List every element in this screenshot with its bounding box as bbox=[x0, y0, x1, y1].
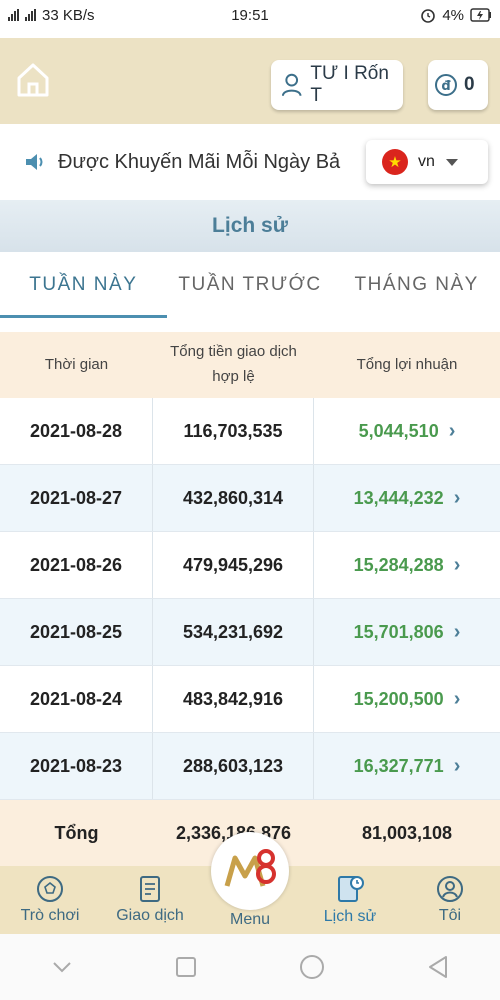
row-profit-value: 13,444,232 bbox=[353, 487, 444, 508]
row-profit: 15,701,806 › bbox=[314, 599, 500, 665]
total-label: Tổng bbox=[54, 822, 99, 843]
net-speed: 33 KB/s bbox=[42, 6, 95, 24]
system-navigation-bar bbox=[0, 934, 500, 1000]
row-date: 2021-08-24 bbox=[0, 666, 153, 732]
chevron-right-icon[interactable]: › bbox=[448, 419, 456, 442]
speaker-icon bbox=[26, 154, 43, 170]
row-volume: 116,703,535 bbox=[153, 398, 314, 464]
nav-profile-label: Tôi bbox=[438, 907, 462, 924]
balance-button[interactable]: đ 0 bbox=[428, 60, 488, 110]
home-button[interactable] bbox=[16, 62, 50, 98]
triangle-back-icon[interactable] bbox=[427, 955, 449, 979]
app-header: TƯ I Rốn T đ 0 bbox=[0, 38, 500, 124]
tab-this-week[interactable]: TUẦN NÀY bbox=[0, 252, 167, 318]
table-row[interactable]: 2021-08-26 479,945,296 15,284,288 › bbox=[0, 532, 500, 599]
user-icon bbox=[281, 73, 302, 97]
row-profit-value: 5,044,510 bbox=[358, 420, 439, 441]
user-account-button[interactable]: TƯ I Rốn T bbox=[271, 60, 403, 110]
row-volume: 432,860,314 bbox=[153, 465, 314, 531]
chevron-right-icon[interactable]: › bbox=[453, 553, 461, 576]
chevron-down-icon[interactable] bbox=[51, 960, 73, 974]
caret-down-icon bbox=[446, 159, 458, 166]
nav-games-label: Trò chơi bbox=[20, 907, 80, 924]
row-profit-value: 16,327,771 bbox=[353, 755, 444, 776]
announcement-text: Được Khuyến Mãi Mỗi Ngày Bả bbox=[58, 150, 341, 173]
history-table: Thời gian Tổng tiền giao dịch hợp lệ Tổn… bbox=[0, 332, 500, 866]
row-date: 2021-08-23 bbox=[0, 733, 153, 799]
header-profit: Tổng lợi nhuận bbox=[356, 355, 458, 373]
row-date: 2021-08-28 bbox=[0, 398, 153, 464]
vietnam-flag-icon: ★ bbox=[382, 149, 408, 175]
coin-icon: đ bbox=[435, 74, 457, 96]
table-row[interactable]: 2021-08-23 288,603,123 16,327,771 › bbox=[0, 733, 500, 800]
language-select[interactable]: ★ vn bbox=[366, 140, 488, 184]
square-recents-icon[interactable] bbox=[175, 956, 197, 978]
svg-text:đ: đ bbox=[441, 79, 451, 94]
tab-last-week[interactable]: TUẦN TRƯỚC bbox=[178, 274, 322, 295]
row-volume: 288,603,123 bbox=[153, 733, 314, 799]
home-icon bbox=[17, 63, 49, 97]
chevron-right-icon[interactable]: › bbox=[453, 620, 461, 643]
chevron-right-icon[interactable]: › bbox=[453, 754, 461, 777]
language-code: vn bbox=[418, 153, 435, 170]
row-profit-value: 15,701,806 bbox=[353, 621, 444, 642]
receipt-icon bbox=[140, 876, 160, 902]
row-profit: 15,284,288 › bbox=[314, 532, 500, 598]
nav-history-label: Lịch sử bbox=[323, 908, 377, 925]
status-left: 33 KB/s bbox=[8, 7, 95, 24]
chevron-right-icon[interactable]: › bbox=[453, 486, 461, 509]
row-volume: 479,945,296 bbox=[153, 532, 314, 598]
circle-home-icon[interactable] bbox=[299, 954, 325, 980]
header-volume-line2: hợp lệ bbox=[212, 368, 255, 385]
signal-icon-2 bbox=[25, 9, 36, 21]
username: TƯ I Rốn T bbox=[310, 63, 389, 106]
nav-profile[interactable]: Tôi bbox=[400, 866, 500, 934]
m8-logo bbox=[211, 832, 289, 910]
table-row[interactable]: 2021-08-27 432,860,314 13,444,232 › bbox=[0, 465, 500, 532]
status-bar: 33 KB/s 19:51 4% bbox=[0, 0, 500, 30]
header-volume-line1: Tổng tiền giao dịch bbox=[170, 343, 297, 361]
user-icon bbox=[437, 876, 463, 902]
row-date: 2021-08-25 bbox=[0, 599, 153, 665]
row-profit: 13,444,232 › bbox=[314, 465, 500, 531]
table-row[interactable]: 2021-08-28 116,703,535 5,044,510 › bbox=[0, 398, 500, 465]
nav-games[interactable]: Trò chơi bbox=[0, 866, 100, 934]
row-date: 2021-08-26 bbox=[0, 532, 153, 598]
signal-icon bbox=[8, 9, 19, 21]
alarm-icon bbox=[421, 9, 436, 23]
history-book-icon bbox=[338, 876, 364, 902]
period-tabs: TUẦN NÀY TUẦN TRƯỚC THÁNG NÀY bbox=[0, 252, 500, 318]
battery-percent: 4% bbox=[442, 6, 464, 24]
row-volume: 534,231,692 bbox=[153, 599, 314, 665]
row-profit-value: 15,200,500 bbox=[353, 688, 444, 709]
header-time: Thời gian bbox=[44, 355, 109, 373]
row-profit-value: 15,284,288 bbox=[353, 554, 444, 575]
row-profit: 5,044,510 › bbox=[314, 398, 500, 464]
page-title: Lịch sử bbox=[0, 200, 500, 252]
nav-menu-label: Menu bbox=[229, 911, 271, 928]
total-profit: 81,003,108 bbox=[361, 822, 453, 843]
nav-menu[interactable]: Menu bbox=[200, 832, 300, 934]
row-volume: 483,842,916 bbox=[153, 666, 314, 732]
tab-this-month[interactable]: THÁNG NÀY bbox=[354, 274, 479, 295]
row-profit: 16,327,771 › bbox=[314, 733, 500, 799]
battery-icon bbox=[470, 8, 491, 22]
nav-transactions[interactable]: Giao dịch bbox=[100, 866, 200, 934]
chevron-right-icon[interactable]: › bbox=[453, 687, 461, 710]
nav-transactions-label: Giao dịch bbox=[116, 907, 184, 924]
table-header: Thời gian Tổng tiền giao dịch hợp lệ Tổn… bbox=[0, 332, 500, 398]
soccer-ball-icon bbox=[37, 876, 63, 902]
table-row[interactable]: 2021-08-24 483,842,916 15,200,500 › bbox=[0, 666, 500, 733]
bottom-navigation: Trò chơi Giao dịch Menu Lịch sử Tôi bbox=[0, 832, 500, 934]
nav-history[interactable]: Lịch sử bbox=[300, 866, 400, 934]
m8-logo-graphic bbox=[224, 849, 276, 887]
row-profit: 15,200,500 › bbox=[314, 666, 500, 732]
status-right: 4% bbox=[420, 7, 492, 24]
header-volume: Tổng tiền giao dịch hợp lệ bbox=[153, 332, 314, 398]
balance-value: 0 bbox=[464, 74, 475, 95]
table-row[interactable]: 2021-08-25 534,231,692 15,701,806 › bbox=[0, 599, 500, 666]
row-date: 2021-08-27 bbox=[0, 465, 153, 531]
